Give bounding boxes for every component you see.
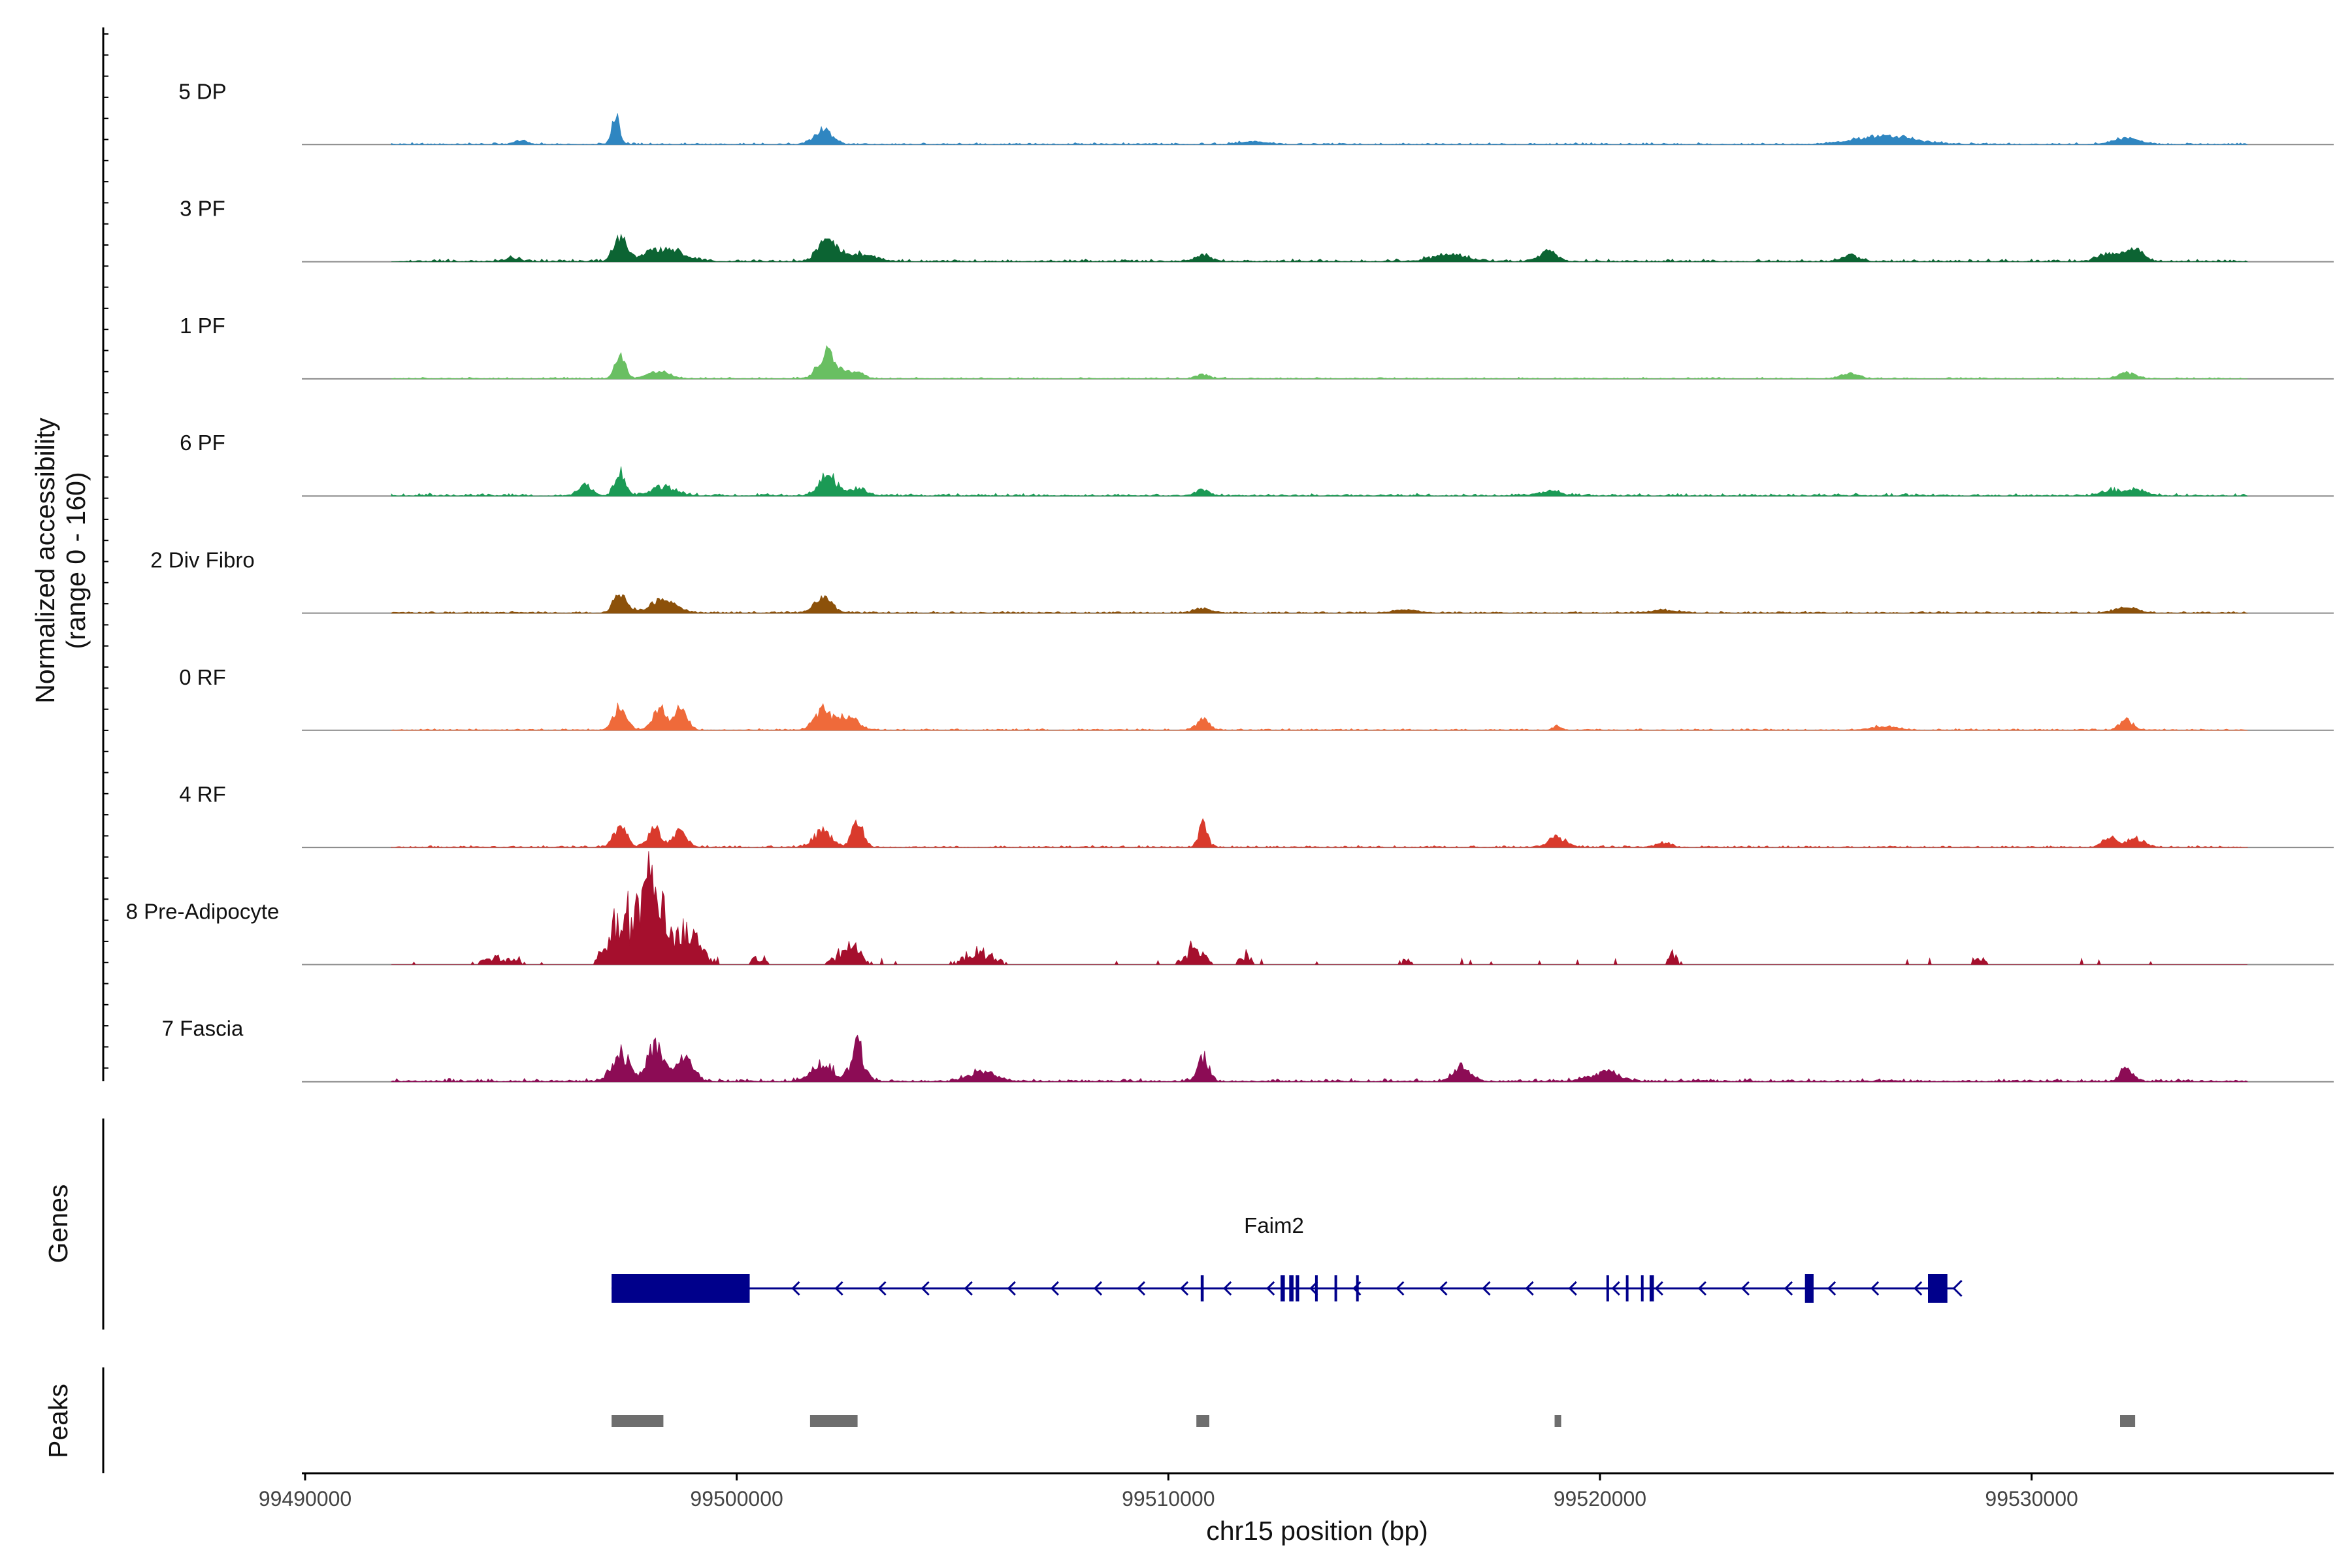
gene-exon: [1641, 1275, 1644, 1301]
coverage-area: [391, 345, 2248, 380]
peak-region: [809, 1415, 858, 1427]
coverage-track: 4 RF: [179, 782, 2334, 849]
coverage-area: [391, 113, 2248, 145]
strand-arrow: [1482, 1281, 1491, 1296]
track-label: 5 DP: [178, 79, 226, 103]
strand-arrow: [1050, 1281, 1059, 1296]
x-axis-tick-label: 99490000: [259, 1487, 351, 1511]
strand-arrow: [921, 1281, 930, 1296]
y-axis-title-line1: Normalized accessibility: [30, 417, 60, 704]
track-label: 4 RF: [179, 782, 226, 806]
strand-arrow: [834, 1281, 843, 1296]
track-label: 1 PF: [180, 314, 225, 338]
strand-arrow: [1266, 1281, 1275, 1296]
coverage-track: 7 Fascia: [162, 1017, 2334, 1083]
peak-region: [2120, 1415, 2136, 1427]
track-label: 2 Div Fibro: [150, 548, 255, 572]
strand-arrow: [964, 1281, 973, 1296]
coverage-track: 3 PF: [180, 197, 2334, 263]
track-label: 6 PF: [180, 431, 225, 455]
coverage-track: 5 DP: [178, 79, 2334, 146]
track-label: 8 Pre-Adipocyte: [126, 899, 280, 923]
gene-exon: [1296, 1275, 1299, 1301]
strand-arrow: [1136, 1281, 1146, 1296]
strand-arrow: [1223, 1281, 1232, 1296]
gene-name-label: Faim2: [1244, 1213, 1304, 1237]
track-label: 0 RF: [179, 665, 226, 689]
strand-arrow: [1093, 1281, 1103, 1296]
gene-exon: [1289, 1275, 1294, 1301]
coverage-track: 8 Pre-Adipocyte: [126, 851, 2334, 966]
track-label: 7 Fascia: [162, 1017, 244, 1041]
accessibility-y-axis: Normalized accessibility (range 0 - 160): [30, 27, 108, 1081]
strand-arrow: [1784, 1281, 1793, 1296]
coverage-area: [391, 851, 2247, 966]
coverage-track: 1 PF: [180, 314, 2334, 380]
track-label: 3 PF: [180, 197, 225, 221]
gene-exon: [1805, 1274, 1814, 1303]
strand-arrow: [1914, 1281, 1923, 1296]
peaks-panel-title: Peaks: [43, 1384, 73, 1458]
peak-region: [1554, 1415, 1561, 1427]
x-axis-title: chr15 position (bp): [1206, 1516, 1428, 1546]
genes-panel: Genes Faim2: [43, 1119, 1963, 1330]
gene-exon: [1649, 1275, 1654, 1301]
peak-region: [612, 1415, 664, 1427]
gene-model: [612, 1274, 1963, 1303]
x-axis-tick-label: 99510000: [1122, 1487, 1215, 1511]
x-axis-tick-label: 99500000: [690, 1487, 783, 1511]
coverage-area: [391, 702, 2248, 731]
coverage-track: 2 Div Fibro: [150, 548, 2334, 614]
x-axis-tick-label: 99530000: [1985, 1487, 2078, 1511]
x-axis-tick-label: 99520000: [1554, 1487, 1646, 1511]
strand-arrow: [1439, 1281, 1448, 1296]
strand-arrow: [877, 1281, 887, 1296]
strand-arrow: [1525, 1281, 1534, 1296]
gene-exon: [1606, 1275, 1609, 1301]
gene-exon: [1315, 1275, 1318, 1301]
strand-arrow: [1611, 1281, 1620, 1296]
gene-exon: [1281, 1275, 1285, 1301]
x-axis-ticks: 99490000 99500000 99510000 99520000 99530000: [259, 1473, 2078, 1511]
y-axis-title-line2: (range 0 - 160): [61, 472, 91, 649]
coverage-tracks: 5 DP 3 PF 1 PF 6 PF 2 Div Fibro 0 RF 4 RF 8 Pre…: [126, 79, 2334, 1083]
strand-arrow: [1396, 1281, 1405, 1296]
coverage-area: [391, 466, 2248, 497]
strand-arrow: [1740, 1281, 1750, 1296]
gene-exon: [1625, 1275, 1629, 1301]
strand-arrow: [791, 1281, 800, 1296]
coverage-area: [391, 233, 2248, 263]
coverage-track: 6 PF: [180, 431, 2334, 497]
gene-exon: [1334, 1275, 1337, 1301]
coverage-area: [391, 594, 2248, 614]
peak-regions: [612, 1415, 2136, 1427]
strand-arrow: [1007, 1281, 1016, 1296]
strand-arrow: [1179, 1281, 1189, 1296]
genomic-x-axis: 99490000 99500000 99510000 99520000 99530000…: [259, 1472, 2334, 1546]
strand-arrow: [1697, 1281, 1707, 1296]
strand-arrow: [1870, 1281, 1880, 1296]
gene-exon: [1928, 1274, 1948, 1303]
peaks-panel: Peaks: [43, 1367, 2136, 1473]
gene-exon: [612, 1274, 750, 1303]
coverage-area: [391, 818, 2248, 848]
gene-exon: [1356, 1275, 1359, 1301]
strand-arrow: [1827, 1281, 1837, 1296]
gene-exon: [1200, 1275, 1204, 1301]
strand-arrow: [1952, 1279, 1963, 1298]
y-axis-ticks: [103, 33, 108, 1069]
strand-arrow: [1654, 1281, 1663, 1296]
coverage-track: 0 RF: [179, 665, 2334, 731]
strand-arrow: [1568, 1281, 1577, 1296]
coverage-area: [391, 1034, 2248, 1083]
genes-panel-title: Genes: [43, 1184, 73, 1264]
peak-region: [1196, 1415, 1209, 1427]
